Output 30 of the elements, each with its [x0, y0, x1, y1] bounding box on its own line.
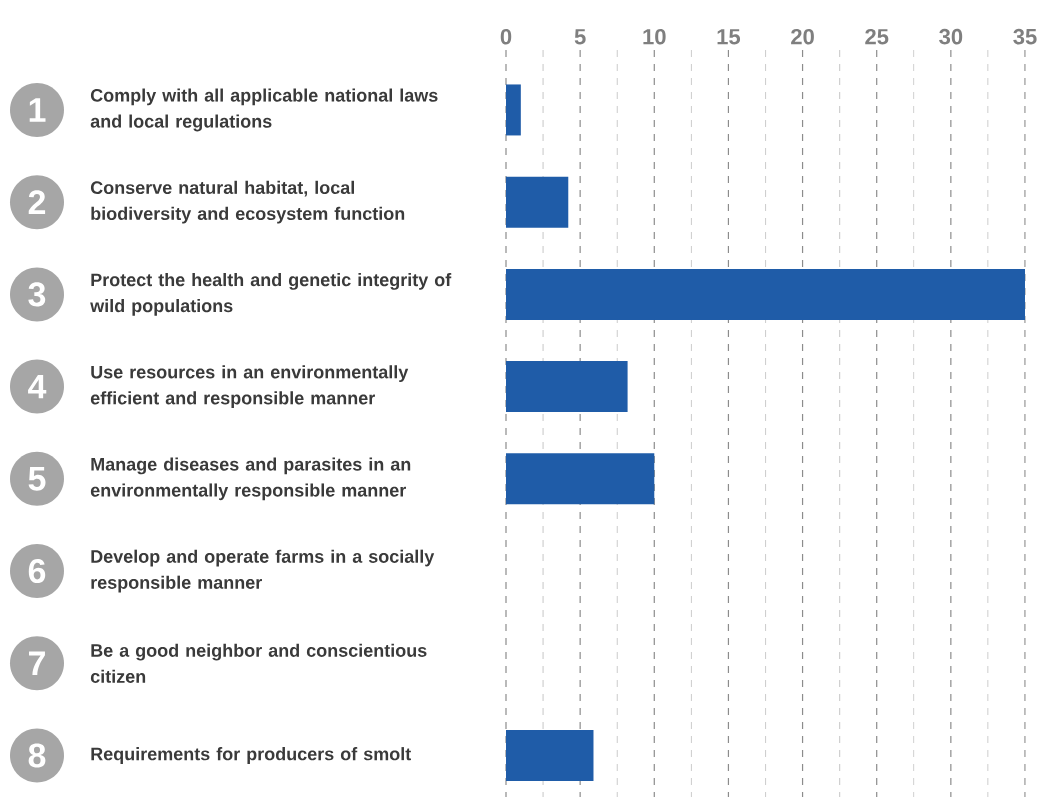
x-tick-label: 5 — [574, 29, 586, 45]
bar — [506, 730, 594, 781]
x-tick-label: 0 — [500, 28, 512, 45]
x-tick-label: 35 — [1013, 28, 1037, 45]
y-tick-label: Conserve natural habitat, local biodiversity and ecosystem function — [90, 180, 405, 224]
y-tick-label: Use resources in an environmentally efficient and responsible manner — [90, 365, 409, 408]
text: 2 — [28, 190, 46, 215]
text: 7 — [29, 651, 45, 675]
text: 4 — [28, 374, 47, 399]
bar — [506, 361, 628, 413]
bar — [506, 176, 569, 228]
x-tick-label: 25 — [865, 28, 889, 45]
text: 6 — [28, 559, 46, 584]
y-tick-label: Comply with all applicable national laws and local regulations — [90, 88, 438, 132]
x-tick-label: 30 — [939, 28, 963, 45]
y-tick-label: Develop and operate farms in a socially responsible manner — [91, 549, 435, 593]
x-tick-label: 15 — [717, 29, 741, 45]
text: 8 — [28, 743, 46, 768]
y-tick-label: Requirements for producers of smolt — [91, 747, 411, 764]
bar — [506, 453, 655, 505]
x-tick-label: 10 — [643, 28, 666, 45]
text: 3 — [28, 282, 46, 307]
text: 1 — [29, 98, 46, 122]
text: 5 — [28, 466, 46, 491]
x-tick-label: 20 — [791, 28, 814, 45]
bar — [506, 84, 521, 136]
bar — [506, 268, 1025, 320]
y-tick-label: Protect the health and genetic integrity of wild populations — [90, 273, 452, 316]
y-tick-label: Manage diseases and parasites in an environmentally responsible manner — [90, 457, 411, 501]
y-tick-label: Be a good neighbor and conscientious citizen — [90, 643, 427, 683]
